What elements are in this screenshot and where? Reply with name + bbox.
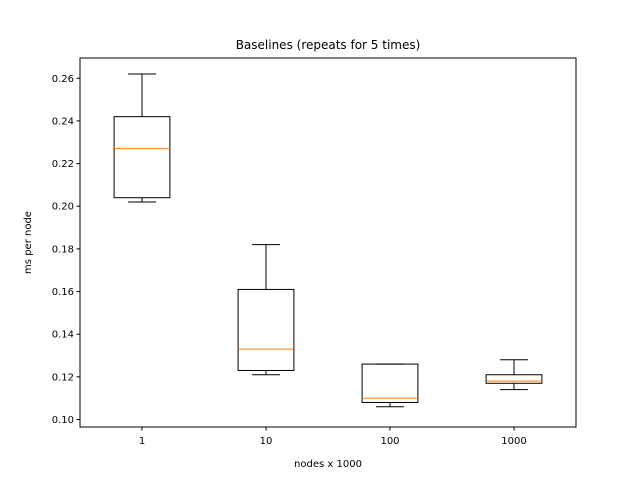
iqr-box [237, 288, 295, 371]
plot-area [113, 73, 543, 408]
y-tick-label: 0.18 [52, 244, 74, 255]
y-tick-label: 0.12 [52, 372, 74, 383]
chart-title: Baselines (repeats for 5 times) [236, 38, 421, 52]
y-tick-label: 0.10 [52, 415, 74, 426]
plot-frame [79, 57, 577, 428]
y-axis-label: ms per node [23, 211, 34, 274]
iqr-box [113, 116, 171, 199]
x-axis: 1 10 100 1000 [139, 427, 527, 447]
y-tick-label: 0.20 [52, 202, 74, 213]
x-tick-label: 1000 [501, 436, 526, 447]
iqr-box [485, 374, 543, 384]
box-10 [237, 244, 295, 376]
x-tick-label: 1 [139, 436, 145, 447]
box-1 [113, 73, 171, 203]
y-tick-label: 0.16 [52, 287, 74, 298]
y-tick-label: 0.22 [52, 159, 74, 170]
y-axis: 0.10 0.12 0.14 0.16 0.18 0.20 0.22 0.24 0.26 [52, 74, 80, 426]
x-tick-label: 10 [260, 436, 273, 447]
box-1000 [485, 359, 543, 391]
y-tick-label: 0.14 [52, 330, 74, 341]
x-axis-label: nodes x 1000 [294, 459, 362, 470]
y-tick-label: 0.24 [52, 116, 74, 127]
y-tick-label: 0.26 [52, 74, 74, 85]
x-tick-label: 100 [380, 436, 399, 447]
box-100 [361, 363, 419, 408]
iqr-box [361, 363, 419, 403]
